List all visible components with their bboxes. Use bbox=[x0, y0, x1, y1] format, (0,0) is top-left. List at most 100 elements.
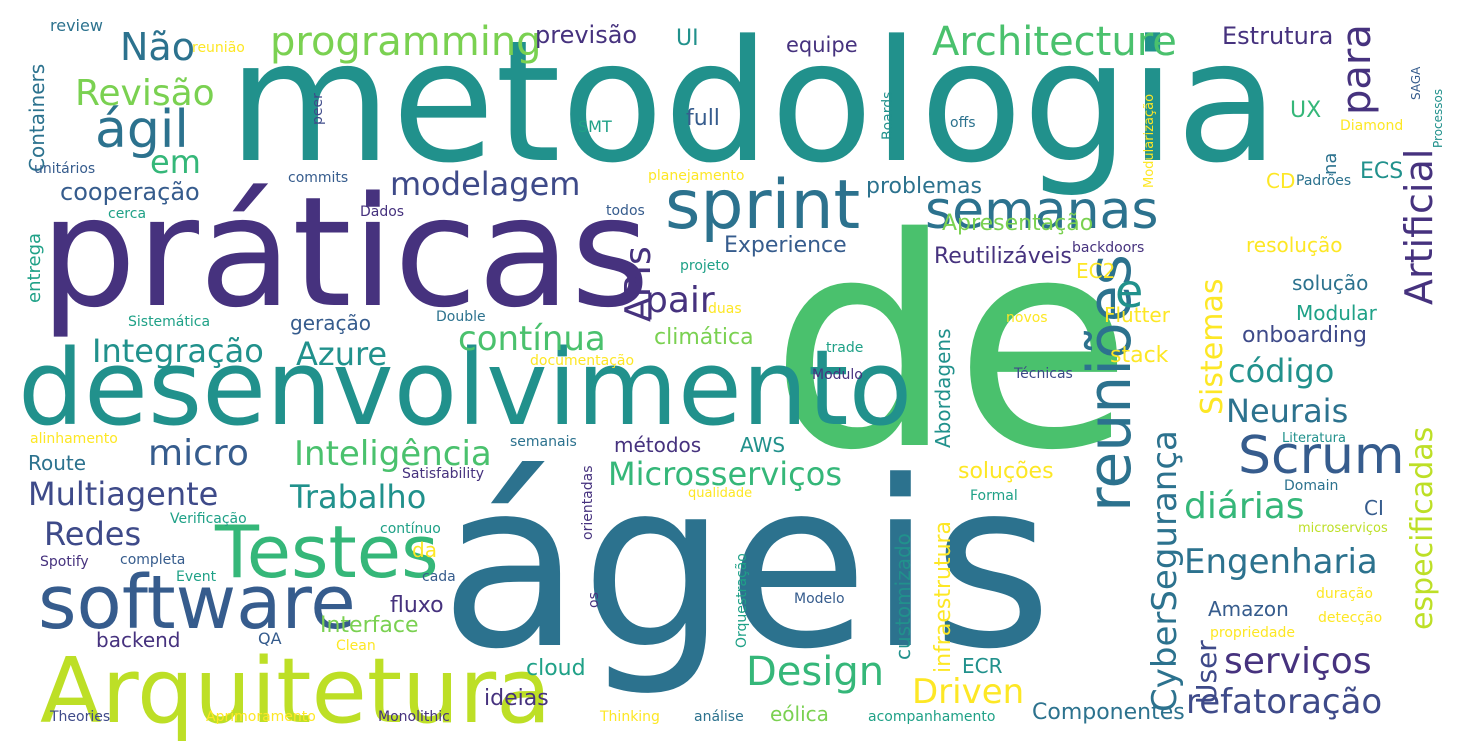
word-customizado: customizado bbox=[891, 533, 915, 660]
word-novos: novos bbox=[1006, 310, 1048, 326]
word-ecs: ECS bbox=[1360, 159, 1403, 184]
word-architecture: Architecture bbox=[932, 19, 1177, 65]
word-sistemas: Sistemas bbox=[1195, 279, 1230, 415]
word-geracao: geração bbox=[290, 311, 371, 335]
word-theories: Theories bbox=[49, 709, 110, 725]
word-peer: peer bbox=[310, 93, 326, 125]
word-orientadas: orientadas bbox=[580, 465, 596, 540]
word-azure: Azure bbox=[296, 335, 387, 373]
word-desenvolvimento: desenvolvimento bbox=[18, 327, 912, 449]
word-experience: Experience bbox=[724, 233, 847, 258]
word-reuniao: reunião bbox=[192, 40, 245, 56]
word-arquitetura: Arquitetura bbox=[40, 639, 551, 744]
word-duracao: duração bbox=[1316, 586, 1373, 602]
word-unitarios: unitários bbox=[34, 161, 95, 177]
word-commits: commits bbox=[288, 170, 348, 186]
word-continua: contínua bbox=[458, 319, 606, 359]
word-verificacao: Verificação bbox=[170, 511, 247, 527]
word-containers: Containers bbox=[25, 64, 49, 172]
word-backdoors: backdoors bbox=[1072, 240, 1144, 256]
word-user: User bbox=[1190, 640, 1223, 704]
word-ideias: ideias bbox=[484, 686, 549, 711]
word-os: os bbox=[586, 592, 602, 608]
word-codigo: código bbox=[1228, 352, 1334, 390]
word-todos: todos bbox=[606, 203, 645, 219]
word-trabalho: Trabalho bbox=[289, 478, 426, 516]
word-cyberseguranca: CyberSegurança bbox=[1145, 430, 1185, 712]
word-praticas: práticas bbox=[40, 164, 650, 341]
word-e: e bbox=[1115, 264, 1143, 318]
word-diarias: diárias bbox=[1184, 486, 1305, 527]
word-programming: programming bbox=[270, 19, 542, 65]
word-reutilizaveis: Reutilizáveis bbox=[934, 244, 1072, 269]
word-duas: duas bbox=[708, 301, 742, 317]
word-offs: offs bbox=[950, 115, 976, 131]
word-backend: backend bbox=[96, 628, 181, 652]
word-analise: análise bbox=[694, 709, 744, 725]
word-amazon: Amazon bbox=[1208, 597, 1289, 621]
word-thinking: Thinking bbox=[599, 709, 660, 725]
word-formal: Formal bbox=[970, 488, 1018, 504]
word-padroes: Padrões bbox=[1296, 173, 1351, 189]
word-qa: QA bbox=[258, 629, 282, 648]
word-solucao: solução bbox=[1292, 271, 1368, 295]
word-continuo: contínuo bbox=[380, 521, 441, 537]
word-modelo: Modelo bbox=[794, 591, 845, 607]
word-qualidade: qualidade bbox=[688, 486, 752, 501]
word-cooperacao: cooperação bbox=[60, 178, 200, 206]
word-fluxo: fluxo bbox=[390, 593, 444, 618]
word-sistematica: Sistemática bbox=[128, 314, 210, 330]
word-refatoracao: refatoração bbox=[1186, 682, 1382, 722]
word-event: Event bbox=[176, 569, 217, 585]
word-agil: ágil bbox=[95, 100, 189, 160]
word-literatura: Literatura bbox=[1282, 431, 1346, 446]
word-artificial: Artificial bbox=[1397, 149, 1441, 305]
word-pair: pair bbox=[645, 280, 715, 321]
word-testes: Testes bbox=[214, 510, 439, 594]
word-modelagem: modelagem bbox=[390, 165, 580, 203]
word-previsao: previsão bbox=[535, 21, 637, 49]
word-neurais: Neurais bbox=[1226, 392, 1348, 430]
word-metodos: métodos bbox=[614, 433, 701, 457]
word-na: na bbox=[1320, 153, 1341, 175]
word-projeto: projeto bbox=[680, 258, 729, 274]
word-clean: Clean bbox=[336, 638, 376, 654]
word-integracao: Integração bbox=[92, 332, 264, 370]
word-infraestrutura: infraestrutura bbox=[931, 521, 956, 673]
word-diamond: Diamond bbox=[1340, 118, 1403, 134]
word-documentacao: documentação bbox=[530, 353, 634, 369]
word-ecr: ECR bbox=[962, 654, 1003, 678]
word-apresentacao: Apresentação bbox=[942, 211, 1093, 236]
word-inteligencia: Inteligência bbox=[294, 434, 492, 474]
word-trade: trade bbox=[826, 340, 863, 356]
word-ui: UI bbox=[676, 26, 699, 51]
word-boards: Boards bbox=[880, 92, 896, 140]
word-ux: UX bbox=[1290, 98, 1321, 123]
word-modularizacao: Modularização bbox=[1142, 94, 1157, 188]
word-stack: stack bbox=[1110, 343, 1169, 368]
word-modulo: Modulo bbox=[812, 367, 863, 383]
word-cd: CD bbox=[1266, 169, 1295, 193]
word-tecnicas: Técnicas bbox=[1013, 366, 1073, 382]
word-completa: completa bbox=[120, 552, 185, 568]
word-reunioes: reuniões bbox=[1075, 254, 1145, 512]
word-onboarding: onboarding bbox=[1242, 323, 1367, 348]
word-solucoes: soluções bbox=[958, 459, 1054, 484]
word-cada: cada bbox=[422, 569, 456, 585]
word-dados: Dados bbox=[360, 204, 404, 220]
word-aws: AWS bbox=[740, 433, 785, 457]
word-semanais: semanais bbox=[510, 434, 577, 450]
word-nao: Não bbox=[120, 25, 195, 69]
word-multiagente: Multiagente bbox=[28, 475, 218, 513]
word-ci: CI bbox=[1364, 496, 1384, 520]
word-da: da bbox=[412, 538, 437, 562]
word-revisao: Revisão bbox=[75, 73, 215, 114]
word-smt: SMT bbox=[578, 117, 612, 136]
word-aprimoramento: Aprimoramento bbox=[206, 709, 316, 725]
word-abordagens: Abordagens bbox=[931, 328, 955, 448]
word-modular: Modular bbox=[1296, 301, 1378, 325]
word-interface: Interface bbox=[320, 613, 419, 638]
word-processos: Processos bbox=[1431, 89, 1445, 148]
